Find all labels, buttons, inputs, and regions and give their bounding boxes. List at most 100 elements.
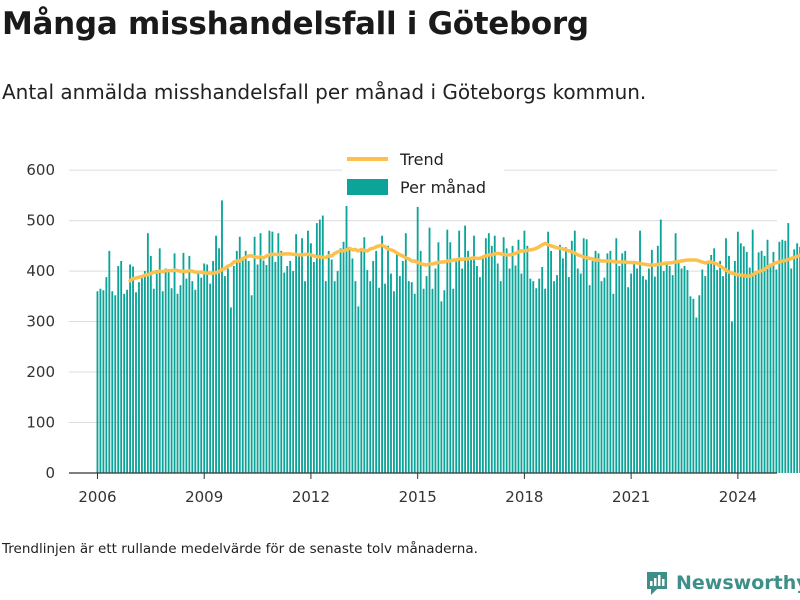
- bar: [425, 276, 428, 473]
- bar: [336, 271, 339, 473]
- bar: [662, 271, 665, 473]
- bar: [556, 275, 558, 473]
- bar: [449, 242, 452, 473]
- bar: [564, 247, 567, 473]
- bar: [538, 278, 541, 473]
- bar: [716, 270, 719, 473]
- bar: [588, 285, 591, 473]
- brand-logo[interactable]: Newsworthy: [645, 570, 800, 596]
- bar: [274, 261, 277, 473]
- bar: [345, 192, 348, 473]
- bar: [351, 258, 354, 473]
- bar: [473, 235, 475, 473]
- bar: [484, 238, 487, 473]
- bar: [748, 267, 751, 473]
- bar: [639, 230, 641, 473]
- bar: [286, 266, 289, 473]
- bar: [713, 248, 716, 473]
- bar: [793, 249, 796, 473]
- bar: [612, 293, 615, 473]
- bar: [487, 233, 490, 473]
- bar: [321, 215, 324, 473]
- bar: [235, 250, 238, 473]
- bar: [185, 278, 188, 473]
- trend-series: [128, 241, 800, 283]
- bar: [440, 301, 443, 473]
- bar: [141, 276, 143, 473]
- bar: [298, 254, 300, 473]
- bar: [725, 238, 727, 473]
- bar: [784, 240, 787, 473]
- bar: [520, 273, 523, 473]
- bar: [413, 293, 416, 473]
- bar: [479, 277, 481, 473]
- bar: [126, 289, 129, 473]
- bar: [215, 235, 217, 473]
- x-tick-label: 2009: [185, 488, 223, 506]
- bar: [108, 250, 111, 473]
- bar: [387, 245, 389, 473]
- bar: [523, 230, 526, 473]
- bar: [529, 278, 532, 473]
- bar: [241, 259, 244, 473]
- bar: [763, 255, 766, 473]
- brand-name: Newsworthy: [676, 572, 800, 594]
- bar: [363, 237, 366, 473]
- bar: [167, 272, 170, 473]
- bar: [481, 255, 484, 473]
- bar: [559, 244, 561, 473]
- bar: [268, 230, 271, 473]
- bar: [244, 250, 247, 473]
- bar: [695, 317, 698, 473]
- bar: [102, 290, 105, 473]
- bar: [736, 231, 739, 473]
- bar: [250, 295, 253, 473]
- bar: [719, 260, 721, 473]
- bar: [467, 250, 469, 473]
- bar: [173, 253, 176, 473]
- bar: [757, 252, 760, 473]
- bar: [348, 248, 351, 473]
- bar: [318, 219, 321, 473]
- bar: [283, 272, 286, 473]
- bar: [650, 249, 653, 473]
- y-tick-label: 500: [26, 212, 55, 230]
- x-tick-label: 2015: [399, 488, 437, 506]
- bar: [384, 283, 386, 473]
- x-tick-label: 2024: [719, 488, 757, 506]
- bar: [526, 245, 529, 473]
- bar: [194, 289, 197, 473]
- y-tick-label: 400: [26, 262, 55, 280]
- legend-bar-label: Per månad: [400, 178, 486, 197]
- bar: [582, 238, 585, 473]
- bar: [238, 236, 241, 473]
- bar: [739, 243, 742, 473]
- bar: [532, 281, 535, 473]
- bar: [653, 276, 656, 473]
- bar: [247, 260, 250, 473]
- bar: [621, 253, 624, 473]
- bar: [339, 248, 342, 473]
- bar: [307, 230, 309, 473]
- bar: [609, 250, 612, 473]
- bar: [775, 269, 778, 473]
- bar: [428, 227, 431, 473]
- bar: [517, 239, 520, 473]
- bar: [229, 307, 232, 473]
- chart-title: Många misshandelsfall i Göteborg: [2, 6, 589, 42]
- bar: [170, 288, 173, 473]
- bar: [742, 246, 745, 473]
- bar: [597, 253, 600, 473]
- bar: [722, 276, 724, 473]
- bar: [630, 273, 633, 473]
- bar: [570, 240, 573, 473]
- bar: [689, 296, 692, 473]
- bar: [659, 219, 662, 473]
- bar: [476, 266, 478, 473]
- bar: [378, 287, 381, 473]
- bar: [704, 276, 707, 473]
- bar: [158, 248, 161, 473]
- bar: [120, 260, 123, 473]
- trend-line: [128, 241, 800, 283]
- bar: [624, 250, 627, 473]
